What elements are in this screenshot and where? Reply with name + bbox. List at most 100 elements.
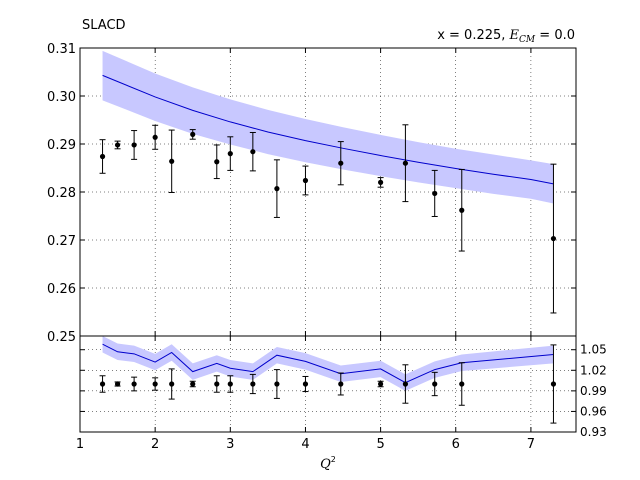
data-point [302,165,309,196]
theory-uncertainty-band [102,50,554,204]
data-marker [227,151,233,157]
data-point [227,136,234,171]
data-marker [550,381,557,387]
ratio-curve [102,343,554,384]
data-marker [432,190,438,197]
data-point [189,129,196,140]
y-tick-label: 0.25 [47,330,76,345]
data-point [249,373,256,395]
data-point [402,124,409,203]
data-point [189,380,196,388]
data-marker [338,381,344,387]
data-marker [152,134,158,140]
data-marker [402,160,409,166]
data-point [152,124,159,150]
data-point [302,375,309,393]
data-point [227,375,234,393]
data-point [550,344,557,424]
data-marker [432,381,438,387]
x-tick-label: 7 [527,437,535,452]
ratio-uncertainty-band [102,336,554,391]
data-point [114,140,121,150]
data-marker [338,160,344,166]
chart-title-right: x = 0.225, ECM = 0.0 [437,28,575,45]
data-marker [114,142,121,148]
data-point [377,177,384,188]
data-marker [459,381,465,387]
data-marker [274,186,280,192]
data-point [131,130,138,160]
y-tick-label: 1.05 [580,343,607,357]
ratio-plot-frame [79,335,577,433]
theory-curve [102,74,554,185]
data-marker [459,207,465,213]
data-point [402,364,409,404]
data-point [550,163,557,314]
data-marker [114,381,121,387]
data-marker [227,381,233,387]
x-axis-label: Q2 [320,455,336,472]
data-marker [131,381,137,387]
data-marker [302,381,309,387]
data-marker [99,153,106,160]
data-marker [131,142,137,148]
data-marker [169,381,175,387]
data-marker [214,381,220,387]
chart-title-left: SLACD [82,18,126,33]
data-point [213,144,220,180]
data-marker [152,381,158,387]
x-tick-label: 3 [226,437,234,452]
data-marker [190,381,196,387]
data-marker [550,235,557,242]
data-point [168,368,175,400]
data-point [337,372,344,396]
data-marker [190,131,196,137]
data-point [152,377,159,391]
data-marker [274,381,280,387]
y-tick-label: 0.29 [47,138,76,153]
main-ticks: 0.25 0.26 0.27 0.28 0.29 0.30 0.31 [47,42,576,345]
data-point [99,139,106,174]
data-point [431,169,438,217]
data-point [337,141,344,186]
main-plot-panel: 0.25 0.26 0.27 0.28 0.29 0.30 0.31 [47,42,577,345]
ratio-data-points [99,344,557,424]
data-points [99,124,557,314]
x-tick-label: 5 [376,437,384,452]
data-point [458,168,465,252]
data-point [458,362,465,406]
data-marker [250,381,256,387]
y-tick-label: 0.26 [47,282,76,297]
data-marker [99,381,106,387]
x-tick-label: 6 [452,437,460,452]
y-tick-label: 0.96 [580,404,607,418]
data-point [114,381,121,387]
data-point [273,159,280,218]
data-point [273,369,280,399]
y-tick-label: 0.99 [580,384,607,398]
y-tick-label: 0.27 [47,234,76,249]
data-marker [250,149,256,155]
data-point [431,371,438,397]
data-point [377,380,384,388]
data-marker [214,159,220,165]
data-point [213,375,220,393]
y-tick-label: 0.31 [47,42,76,57]
data-point [168,129,175,193]
y-tick-label: 0.30 [47,90,76,105]
ratio-plot-panel: 1 2 3 4 5 6 7 0.93 0.96 0.99 1.02 1.05 [76,335,607,452]
ratio-ticks: 1 2 3 4 5 6 7 0.93 0.96 0.99 1.02 1.05 [76,336,607,452]
data-marker [378,381,384,387]
data-point [99,375,106,393]
x-tick-label: 1 [76,437,84,452]
data-point [131,376,138,392]
x-tick-label: 4 [301,437,309,452]
data-marker [169,158,175,164]
y-tick-label: 0.28 [47,186,76,201]
y-tick-label: 0.93 [580,425,607,439]
y-tick-label: 1.02 [580,363,607,377]
data-marker [302,177,309,184]
x-tick-label: 2 [151,437,159,452]
data-marker [378,179,384,185]
